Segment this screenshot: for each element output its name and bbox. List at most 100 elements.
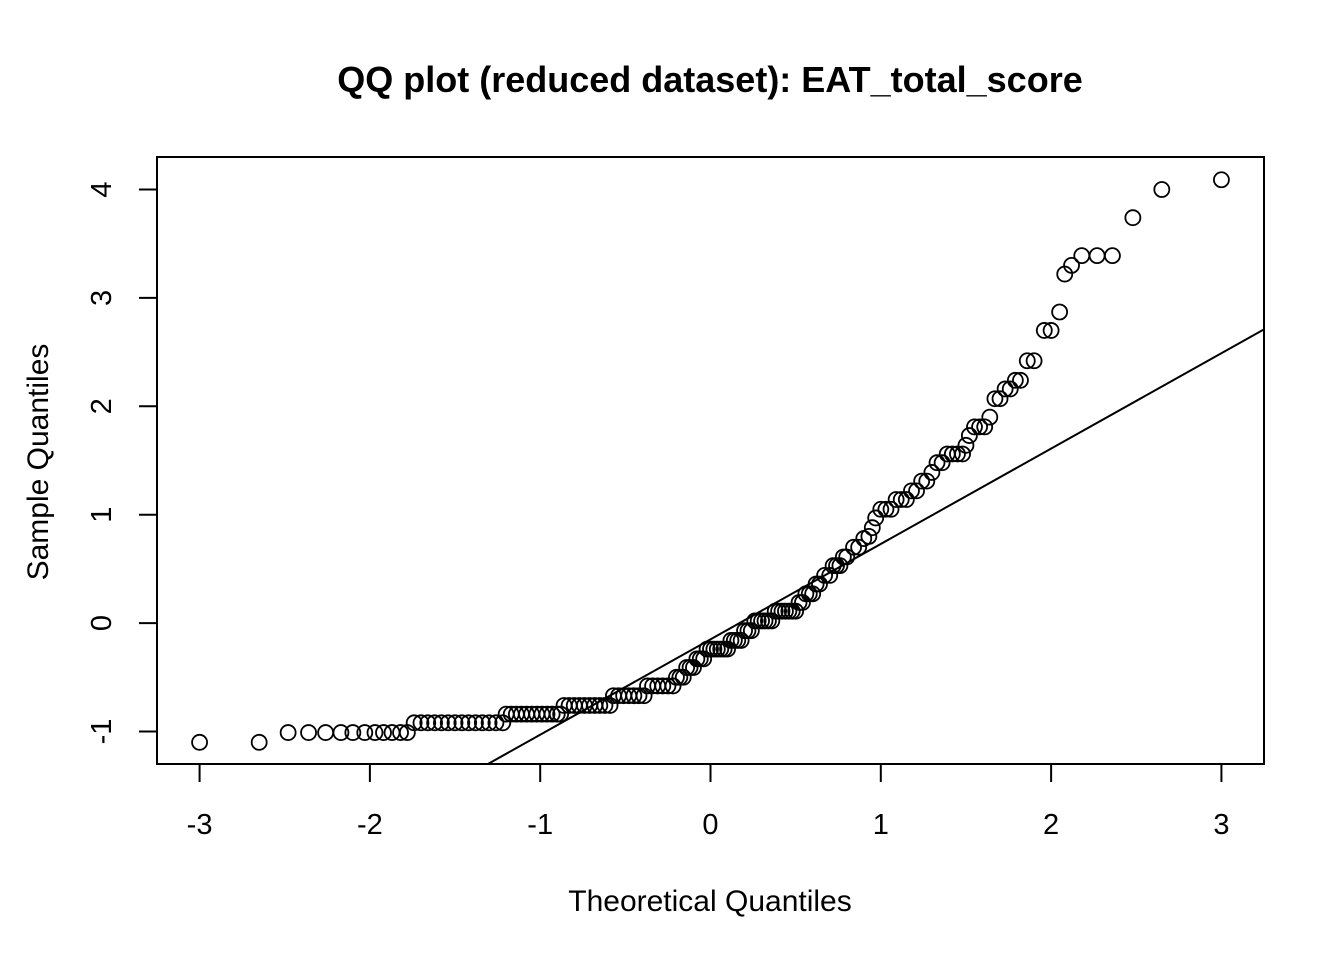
data-point: [986, 390, 1004, 408]
data-point: [960, 427, 978, 444]
data-point: [460, 714, 478, 732]
data-point: [933, 454, 951, 472]
data-point: [966, 418, 983, 436]
data-point: [538, 705, 556, 723]
data-point: [892, 491, 910, 508]
chart-title: QQ plot (reduced dataset): EAT_total_sco…: [337, 59, 1082, 100]
data-point: [991, 390, 1009, 408]
data-point: [877, 500, 895, 518]
y-tick-label: -1: [86, 719, 118, 745]
data-point: [625, 687, 643, 705]
data-point: [635, 687, 653, 705]
data-point: [863, 519, 881, 537]
data-point: [601, 697, 619, 714]
data-point: [317, 724, 335, 741]
data-point: [897, 491, 915, 508]
data-point: [976, 418, 994, 436]
data-point: [923, 464, 941, 481]
data-point: [971, 418, 988, 436]
reference-line-group: [485, 328, 1264, 764]
data-point: [191, 733, 208, 751]
x-tick-label: 2: [1043, 809, 1059, 841]
y-tick-label: 2: [86, 398, 118, 414]
x-tick-label: -2: [357, 809, 383, 841]
data-point: [433, 714, 450, 732]
data-point: [1012, 371, 1029, 389]
data-point: [473, 714, 491, 732]
data-point: [872, 500, 890, 518]
data-point: [903, 482, 920, 500]
data-point: [981, 408, 999, 426]
x-tick-label: 1: [873, 809, 889, 841]
data-point: [943, 445, 961, 463]
qq-reference-line: [485, 328, 1264, 764]
data-point: [1073, 247, 1091, 265]
data-point: [928, 454, 946, 472]
y-tick-label: 3: [86, 290, 118, 306]
data-point: [1006, 371, 1024, 389]
data-point: [882, 500, 900, 518]
data-point: [1063, 256, 1080, 274]
data-point: [487, 714, 505, 732]
data-point: [1035, 322, 1053, 339]
data-point: [480, 714, 498, 732]
y-tick-label: 1: [86, 507, 118, 523]
data-point: [591, 697, 609, 714]
data-point: [659, 677, 677, 695]
data-point: [913, 472, 931, 490]
x-tick-label: -3: [187, 809, 213, 841]
data-point: [412, 714, 430, 732]
data-point: [366, 724, 384, 741]
data-point: [446, 714, 464, 732]
y-tick-label: 0: [86, 615, 118, 631]
data-point: [543, 705, 561, 723]
data-point: [344, 724, 362, 741]
data-point: [1042, 322, 1060, 339]
data-point: [1124, 209, 1142, 227]
data-point: [1153, 181, 1171, 198]
data-point: [1213, 171, 1230, 189]
data-point: [1051, 303, 1069, 321]
x-tick-label: -1: [527, 809, 553, 841]
data-point: [596, 697, 614, 714]
data-point: [426, 714, 444, 732]
x-tick-label: 0: [702, 809, 718, 841]
x-axis: -3 -2 -1 0 1 2 3: [187, 763, 1229, 841]
data-point: [392, 724, 409, 741]
data-point: [908, 482, 925, 500]
data-point: [996, 380, 1014, 398]
data-point: [1104, 247, 1121, 265]
data-point: [356, 724, 374, 741]
data-point: [552, 705, 570, 723]
data-point: [250, 733, 268, 751]
data-point: [453, 714, 471, 732]
data-point: [332, 724, 350, 741]
data-point: [918, 472, 936, 490]
data-point: [957, 436, 975, 454]
data-point: [494, 714, 512, 732]
data-point: [1018, 352, 1036, 370]
data-point: [467, 714, 484, 732]
data-point: [439, 714, 457, 732]
data-point: [954, 445, 971, 463]
y-tick-label: 4: [86, 181, 118, 197]
data-points: [191, 171, 1230, 751]
data-point: [405, 714, 423, 732]
data-point: [816, 566, 834, 584]
data-point: [867, 509, 885, 527]
data-point: [949, 445, 966, 463]
data-point: [1088, 247, 1106, 265]
x-tick-label: 3: [1213, 809, 1229, 841]
data-point: [630, 687, 648, 705]
data-point: [1001, 380, 1019, 398]
data-point: [654, 677, 672, 695]
data-point: [887, 491, 905, 508]
x-axis-label: Theoretical Quantiles: [568, 885, 851, 918]
data-point: [383, 724, 401, 741]
data-point: [279, 724, 297, 741]
data-point: [1025, 352, 1043, 370]
data-point: [811, 575, 828, 593]
data-point: [300, 724, 317, 741]
data-point: [860, 527, 878, 545]
